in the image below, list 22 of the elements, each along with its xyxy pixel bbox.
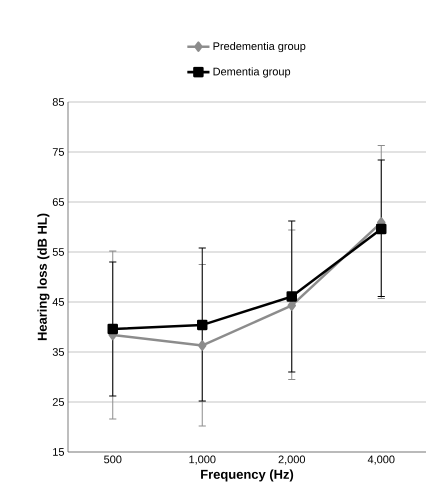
point	[198, 340, 206, 351]
point	[288, 300, 296, 311]
x-tick-label: 1,000	[189, 456, 216, 465]
x-tick-label: 4,000	[368, 456, 395, 465]
y-tick-label: 35	[52, 348, 64, 356]
y-tick-label: 65	[52, 198, 64, 206]
point	[376, 224, 386, 234]
y-tick-label: 85	[52, 98, 64, 106]
y-tick-label: 45	[52, 298, 64, 306]
point	[197, 320, 208, 330]
y-tick-label: 75	[52, 148, 64, 156]
y-tick-label: 15	[53, 448, 64, 456]
y-tick-label: 55	[52, 248, 64, 256]
y-axis-title: Hearing loss (dB HL)	[37, 214, 50, 340]
x-axis-title: Frequency (Hz)	[201, 469, 294, 482]
y-tick-label: 25	[52, 398, 64, 406]
point	[286, 291, 297, 302]
x-tick-label: 500	[104, 456, 122, 464]
legend-label: Dementia group	[214, 67, 290, 78]
x-tick-label: 2,000	[278, 456, 306, 465]
point	[108, 324, 118, 334]
legend-label: Predementia group	[214, 42, 306, 52]
